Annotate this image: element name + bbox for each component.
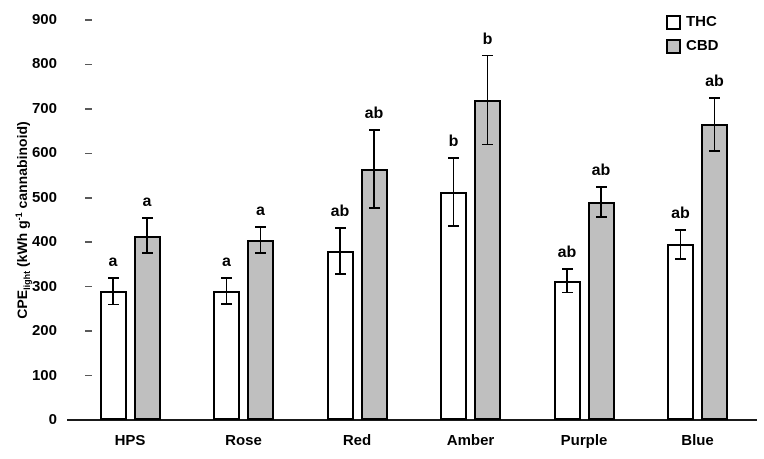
legend-label-thc: THC [686,13,717,30]
x-category-label: HPS [114,432,146,449]
error-bar-line [373,129,375,208]
error-bar-line [146,217,148,254]
y-tick-label: 500 [31,188,57,206]
error-bar-line [600,187,602,218]
error-bar-top-cap [141,216,153,219]
error-bar-top-cap [334,227,346,229]
y-tick-label: 700 [31,99,57,117]
thc-bar [326,251,354,420]
error-bar-top-cap [448,157,459,160]
thc-bar [440,192,467,420]
thc-bar [667,244,694,420]
significance-letter: a [108,252,118,270]
significance-letter: a [222,253,231,271]
significance-letter: a [142,192,152,210]
y-tick-mark [85,330,92,332]
thc-bar [213,291,240,420]
significance-letter: ab [364,104,384,122]
y-tick-mark [85,63,92,66]
error-bar-line [566,269,568,293]
error-bar-bottom-cap [675,257,686,260]
error-bar-bottom-cap [448,224,459,227]
significance-letter: b [482,30,493,48]
cbd-bar [247,240,274,420]
error-bar-bottom-cap [107,303,119,306]
x-category-label: Purple [560,432,608,449]
y-tick-mark [85,374,92,377]
cbd-bar [587,202,615,420]
cbd-bar [474,100,501,420]
significance-letter: ab [591,162,611,180]
x-category-label: Blue [681,432,714,449]
significance-letter: b [448,133,459,151]
significance-letter: ab [557,244,577,262]
error-bar-top-cap [675,229,686,232]
y-tick-mark [85,108,92,110]
error-bar-line [112,277,114,305]
thc-bar [99,291,127,420]
y-tick-mark [85,152,92,155]
y-tick-mark [85,285,92,288]
error-bar-line [225,278,228,304]
error-bar-bottom-cap [595,216,607,219]
significance-letter: a [256,201,265,219]
error-bar-top-cap [255,225,266,228]
error-bar-top-cap [709,96,720,99]
error-bar-top-cap [561,268,573,271]
significance-letter: ab [330,203,350,220]
error-bar-line [713,97,716,152]
cbd-bar [360,168,388,420]
y-tick-mark [85,197,92,199]
error-bar-line [339,228,341,275]
error-bar-bottom-cap [141,252,153,255]
error-bar-bottom-cap [221,303,232,305]
error-bar-bottom-cap [334,273,346,276]
y-tick-label: 400 [31,233,57,251]
error-bar-line [259,226,262,254]
error-bar-bottom-cap [368,207,380,209]
significance-letter: ab [705,72,724,90]
y-tick-label: 0 [48,411,57,428]
thc-swatch-icon [666,14,681,30]
error-bar-bottom-cap [561,291,573,294]
y-tick-label: 900 [31,11,57,28]
error-bar-line [679,230,682,259]
thc-bar [553,280,581,420]
legend: THC CBD [666,13,719,61]
y-tick-mark [85,241,92,243]
error-bar-top-cap [595,186,607,188]
significance-letter: ab [671,205,690,223]
error-bar-bottom-cap [709,150,720,152]
y-axis-title-superscript: -1 [14,212,24,221]
legend-item-cbd: CBD [666,37,719,55]
cbd-bar [133,235,161,420]
error-bar-top-cap [221,277,232,280]
x-category-label: Rose [225,432,262,449]
y-tick-label: 100 [31,366,57,384]
error-bar-bottom-cap [482,143,493,146]
error-bar-line [452,158,455,226]
cbd-swatch-icon [666,38,681,54]
error-bar-top-cap [482,54,493,57]
error-bar-top-cap [107,276,119,279]
error-bar-bottom-cap [255,252,266,255]
y-tick-label: 600 [31,144,57,162]
y-tick-label: 800 [31,55,57,73]
cbd-bar [701,124,728,420]
y-tick-label: 200 [31,322,57,340]
x-axis-line [67,419,757,422]
y-tick-label: 300 [31,277,57,295]
legend-item-thc: THC [666,13,719,31]
y-tick-mark [85,19,92,21]
error-bar-top-cap [368,128,380,131]
x-category-label: Amber [446,432,495,449]
legend-label-cbd: CBD [686,37,719,54]
error-bar-line [486,55,489,145]
x-category-label: Red [342,432,372,449]
